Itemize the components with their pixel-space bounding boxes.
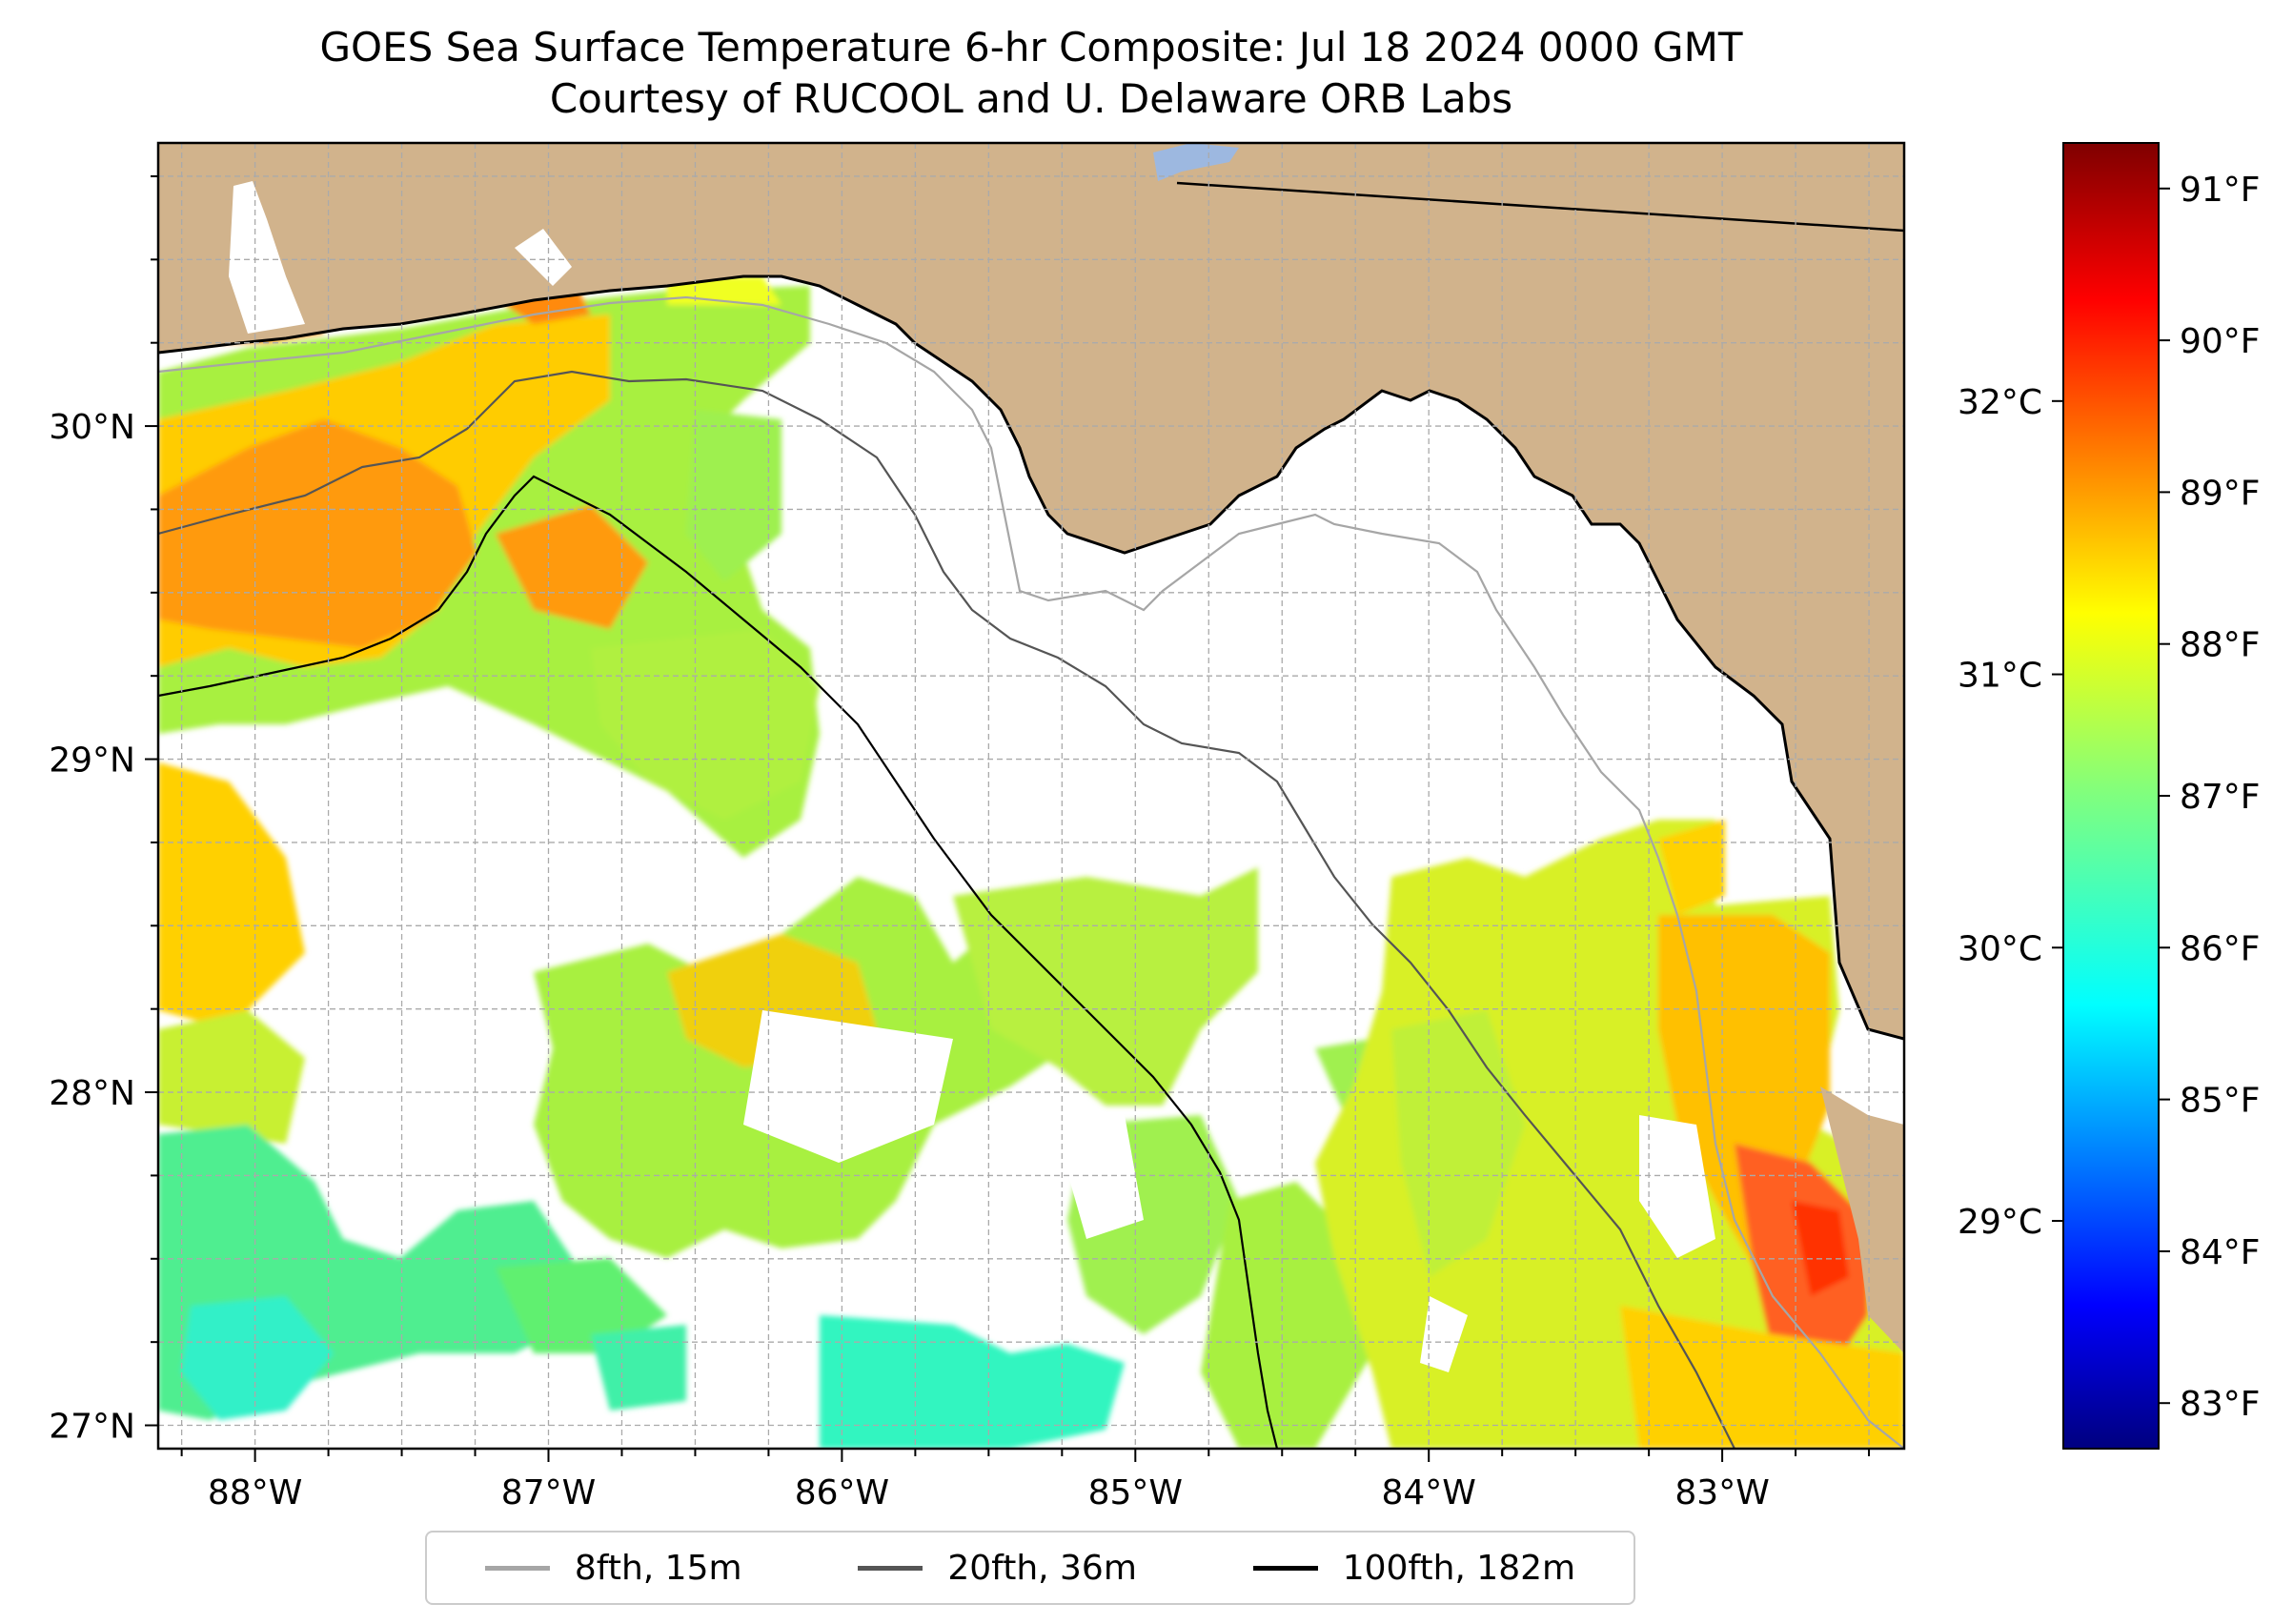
x-tick-label: 88°W [208,1473,302,1512]
bay-water-2 [515,229,572,286]
colorbar-c-label: 31°C [1958,657,2042,696]
colorbar-c-label: 29°C [1958,1203,2042,1242]
isobath-100fth [158,475,1279,1449]
lake [1153,143,1239,181]
sst-data-layer [158,257,1904,1449]
legend-swatch-8fth [484,1565,550,1571]
coastline [158,274,1904,1041]
y-tick-label: 27°N [49,1408,135,1447]
bay-water [229,181,305,334]
x-axis: 88°W 87°W 86°W 85°W 84°W 83°W [180,1449,1871,1512]
no-data-gaps [353,1010,1715,1372]
colorbar-celsius-axis: 32°C 31°C 30°C 29°C [1958,383,2063,1242]
isobath-8fth [158,295,1904,1449]
legend-label-100fth: 100fth, 182m [1342,1548,1576,1588]
x-tick-label: 85°W [1088,1473,1183,1512]
y-tick-label: 30°N [49,408,135,447]
legend-label-20fth: 20fth, 36m [947,1548,1137,1588]
x-tick-label: 87°W [501,1473,596,1512]
legend-swatch-20fth [858,1565,923,1571]
state-border [1176,181,1904,233]
colorbar-c-label: 30°C [1958,929,2042,968]
colorbar-f-label: 83°F [2180,1385,2261,1424]
legend-item-20fth: 20fth, 36m [858,1549,1137,1588]
colorbar-f-label: 85°F [2180,1082,2261,1121]
colorbar-f-label: 90°F [2180,322,2261,361]
gridlines [158,143,1904,1449]
map-title: GOES Sea Surface Temperature 6-hr Compos… [319,24,1743,71]
colorbar-f-label: 91°F [2180,171,2261,210]
colorbar-f-label: 89°F [2180,474,2261,513]
x-tick-label: 86°W [795,1473,889,1512]
land-area [158,143,1904,1039]
legend-item-100fth: 100fth, 182m [1252,1548,1576,1588]
y-tick-label: 28°N [49,1074,135,1113]
legend-label-8fth: 8fth, 15m [574,1548,742,1588]
land-area-east-peninsula [1820,1086,1904,1353]
colorbar-f-label: 88°F [2180,626,2261,665]
legend-swatch-100fth [1252,1565,1318,1571]
legend: 8fth, 15m 20fth, 36m 100fth, 182m [425,1531,1635,1605]
colorbar [2062,142,2160,1450]
map-frame [156,141,1906,1451]
colorbar-f-label: 84°F [2180,1233,2261,1272]
legend-item-8fth: 8fth, 15m [484,1548,742,1588]
colorbar-f-label: 87°F [2180,778,2261,817]
colorbar-fahrenheit-axis: 91°F 90°F 89°F 88°F 87°F 86°F 85°F 84°F 83°F [2159,171,2261,1424]
colorbar-c-label: 32°C [1958,383,2042,422]
y-axis: 30°N 29°N 28°N 27°N [49,174,158,1447]
x-tick-label: 83°W [1674,1473,1769,1512]
colorbar-f-label: 86°F [2180,929,2261,968]
x-tick-label: 84°W [1382,1473,1476,1512]
map-subtitle: Courtesy of RUCOOL and U. Delaware ORB L… [549,75,1513,122]
y-tick-label: 29°N [49,741,135,781]
isobath-20fth [158,370,1735,1449]
